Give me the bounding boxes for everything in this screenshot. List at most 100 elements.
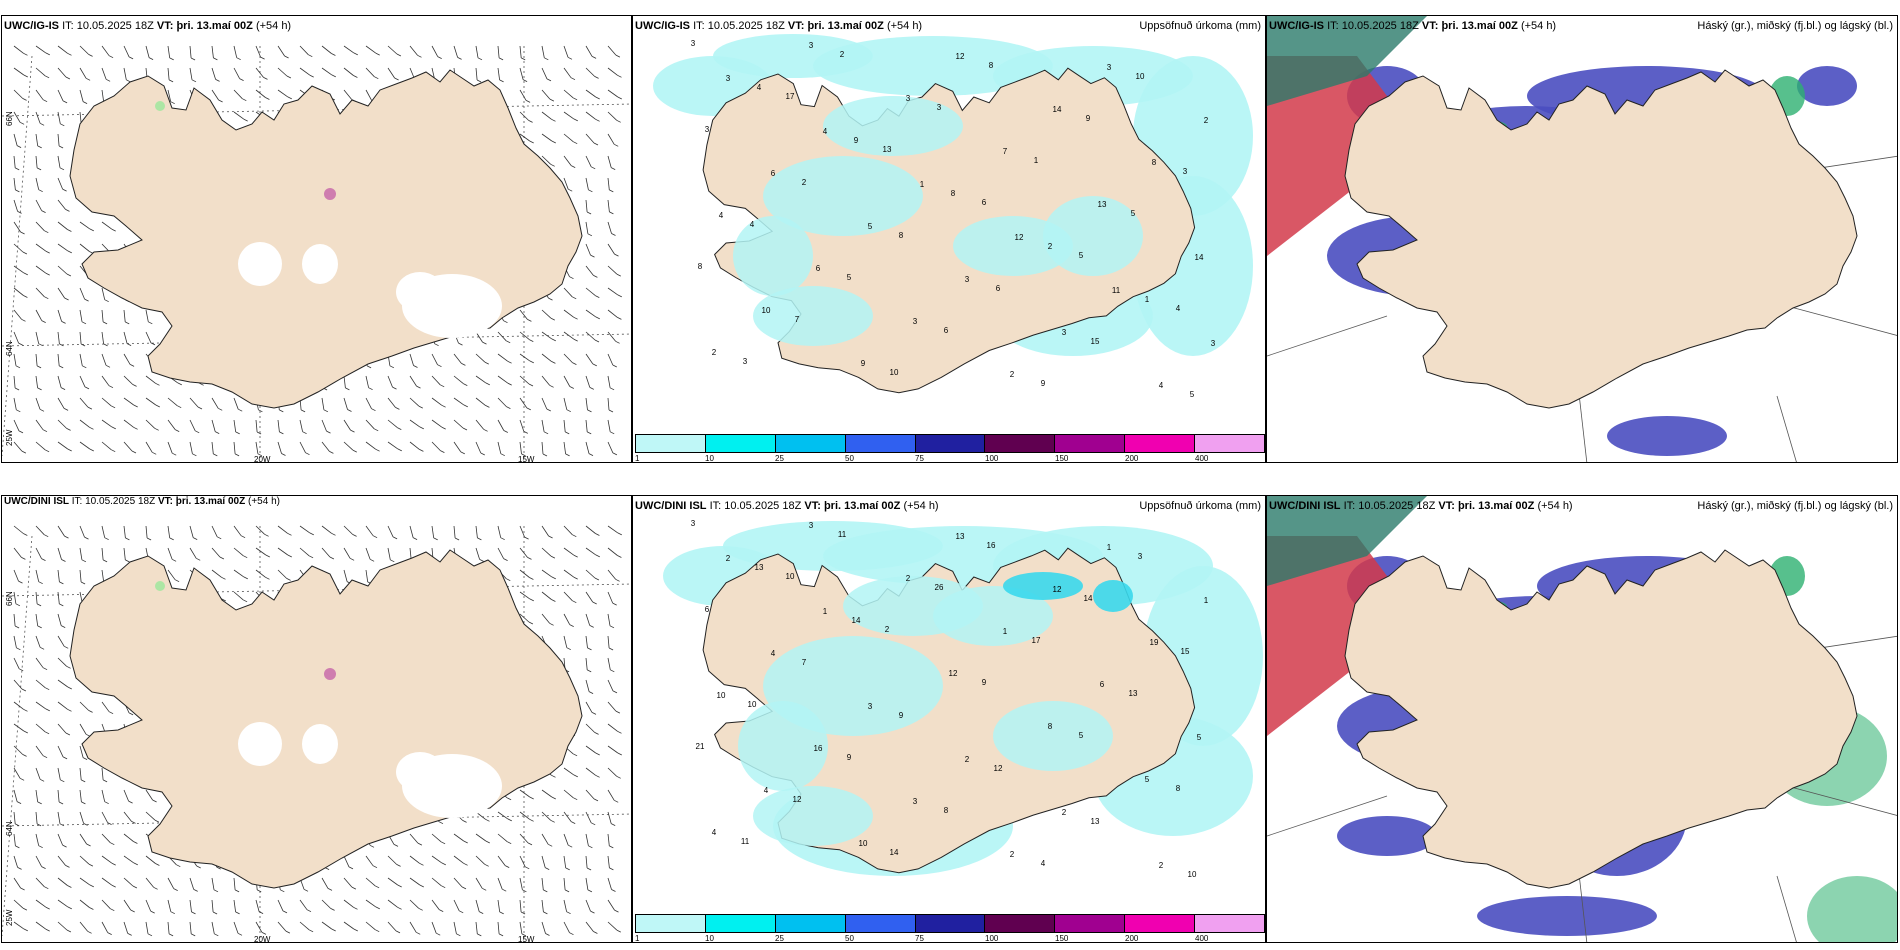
precip-value: 3 <box>1107 63 1112 72</box>
precip-value: 16 <box>814 744 823 753</box>
precip-value: 5 <box>868 222 873 231</box>
precip-value: 16 <box>987 541 996 550</box>
precip-value: 10 <box>1188 870 1197 879</box>
precip-value: 7 <box>802 658 807 667</box>
precip-value: 3 <box>906 94 911 103</box>
precip-value: 1 <box>823 607 828 616</box>
precip-value: 6 <box>982 198 987 207</box>
precip-value: 6 <box>944 326 949 335</box>
colorbar-tick-label: 200 <box>1125 934 1139 943</box>
precip-value: 2 <box>1159 861 1164 870</box>
precip-value: 13 <box>1091 817 1100 826</box>
colorbar-tick-label: 50 <box>845 454 854 463</box>
precip-value: 15 <box>1091 337 1100 346</box>
panel-right-title: Uppsöfnuð úrkoma (mm) <box>1139 20 1261 32</box>
colorbar-tick-label: 25 <box>775 454 784 463</box>
lat-label-66: 66N <box>5 591 14 606</box>
precip-panel-top: UWC/IG-IS IT: 10.05.2025 18Z VT: þri. 13… <box>632 15 1266 463</box>
precip-value: 5 <box>1145 775 1150 784</box>
panel-title: UWC/DINI ISL IT: 10.05.2025 18Z VT: þri.… <box>1269 500 1573 512</box>
lon-label-25: 25W <box>5 429 14 446</box>
precip-value: 14 <box>1053 105 1062 114</box>
precip-value: 15 <box>1181 647 1190 656</box>
precip-value: 8 <box>899 231 904 240</box>
colorbar-segment <box>775 435 846 452</box>
precip-value: 11 <box>838 530 847 539</box>
precip-value: 8 <box>944 806 949 815</box>
colorbar-tick-label: 150 <box>1055 934 1069 943</box>
precip-value: 2 <box>840 50 845 59</box>
precip-value: 3 <box>691 39 696 48</box>
precip-value: 1 <box>1003 627 1008 636</box>
precip-value: 1 <box>920 180 925 189</box>
precip-value: 10 <box>762 306 771 315</box>
precip-panel-bottom: UWC/DINI ISL IT: 10.05.2025 18Z VT: þri.… <box>632 495 1266 943</box>
panel-right-title: Háský (gr.), miðský (fj.bl.) og lágský (… <box>1697 20 1893 32</box>
colorbar-tick-label: 1 <box>635 454 640 463</box>
wind-panel-top: UWC/IG-IS IT: 10.05.2025 18Z VT: þri. 13… <box>1 15 632 463</box>
panel-title: UWC/IG-IS IT: 10.05.2025 18Z VT: þri. 13… <box>635 20 923 32</box>
panel-title: UWC/DINI ISL IT: 10.05.2025 18Z VT: þri.… <box>635 500 939 512</box>
precip-value: 12 <box>1053 585 1062 594</box>
lon-label-15: 15W <box>518 455 535 463</box>
colorbar-segment <box>845 915 916 932</box>
precip-value: 1 <box>1204 596 1209 605</box>
precip-value: 8 <box>989 61 994 70</box>
precip-value: 5 <box>1197 733 1202 742</box>
colorbar-segment <box>636 915 706 932</box>
colorbar-segment <box>985 915 1056 932</box>
colorbar-segment <box>705 915 776 932</box>
precip-value: 10 <box>786 572 795 581</box>
precip-value: 5 <box>1190 390 1195 399</box>
colorbar-segment <box>1195 915 1265 932</box>
lat-label-64: 64N <box>5 341 14 356</box>
lon-label-15: 15W <box>518 935 535 943</box>
precip-value: 14 <box>852 616 861 625</box>
panel-right-title: Uppsöfnuð úrkoma (mm) <box>1139 500 1261 512</box>
colorbar-segment <box>915 915 986 932</box>
precip-value: 12 <box>793 795 802 804</box>
precip-value: 9 <box>982 678 987 687</box>
wind-map: 66N 64N 25W 20W 15W <box>2 45 631 463</box>
precip-value: 7 <box>1003 147 1008 156</box>
precip-value: 9 <box>854 136 859 145</box>
precip-value: 8 <box>1048 722 1053 731</box>
colorbar-segment <box>1125 915 1196 932</box>
precip-value: 4 <box>719 211 724 220</box>
precip-value: 4 <box>712 828 717 837</box>
colorbar-segment <box>1125 435 1196 452</box>
precip-value: 6 <box>816 264 821 273</box>
precip-value: 5 <box>1131 209 1136 218</box>
precip-value: 2 <box>1204 116 1209 125</box>
precip-value: 11 <box>741 837 750 846</box>
precip-value: 2 <box>906 574 911 583</box>
precip-value: 4 <box>1041 859 1046 868</box>
precip-value: 10 <box>859 839 868 848</box>
precip-value: 9 <box>847 753 852 762</box>
precip-value: 8 <box>1152 158 1157 167</box>
lon-label-20: 20W <box>254 455 271 463</box>
precip-value: 8 <box>951 189 956 198</box>
colorbar-segment <box>985 435 1056 452</box>
precip-value: 3 <box>868 702 873 711</box>
precip-value: 5 <box>847 273 852 282</box>
precip-map: 3171365432315871089345691032861554982123… <box>653 34 1253 399</box>
precip-value: 3 <box>1138 552 1143 561</box>
precip-value: 3 <box>726 74 731 83</box>
precip-value: 3 <box>743 357 748 366</box>
colorbar-segment <box>845 435 916 452</box>
precip-value: 13 <box>1098 200 1107 209</box>
precip-value: 14 <box>1084 594 1093 603</box>
precip-value: 1 <box>1145 295 1150 304</box>
colorbar-tick-label: 400 <box>1195 454 1209 463</box>
cloud-panel-bottom: UWC/DINI ISL IT: 10.05.2025 18Z VT: þri.… <box>1266 495 1898 943</box>
precip-value: 12 <box>1015 233 1024 242</box>
colorbar-tick-label: 400 <box>1195 934 1209 943</box>
precip-value: 6 <box>705 605 710 614</box>
colorbar-tick-label: 100 <box>985 454 999 463</box>
precip-value: 4 <box>757 83 762 92</box>
colorbar-segment <box>705 435 776 452</box>
colorbar-segment <box>1055 435 1126 452</box>
precip-value: 6 <box>1100 680 1105 689</box>
precip-value: 3 <box>809 41 814 50</box>
